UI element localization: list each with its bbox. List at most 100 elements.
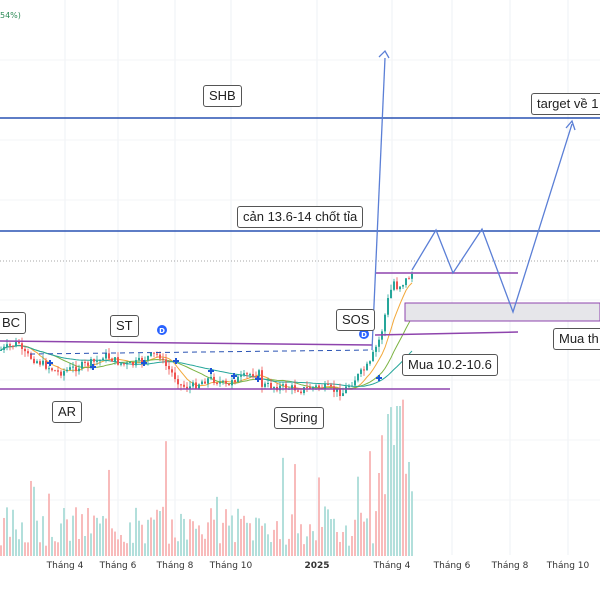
label-st[interactable]: ST — [110, 315, 139, 337]
volume-bar — [72, 515, 74, 556]
volume-bar — [291, 514, 293, 556]
candle-body — [231, 380, 233, 386]
candle-body — [195, 382, 197, 389]
volume-bar — [171, 519, 173, 556]
candle-body — [405, 278, 407, 286]
candle-body — [372, 351, 374, 362]
candle-body — [15, 341, 17, 347]
candle-body — [186, 386, 188, 389]
candle-body — [291, 385, 293, 389]
event-marker — [157, 325, 167, 335]
candle-body — [327, 383, 329, 385]
label-target[interactable]: target về 1 — [531, 93, 600, 115]
volume-bar — [234, 542, 236, 556]
volume-bar — [402, 399, 404, 556]
candle-body — [237, 376, 239, 383]
volume-bar — [285, 544, 287, 556]
volume-bar — [294, 464, 296, 556]
label-buy-range[interactable]: Mua 10.2-10.6 — [402, 354, 498, 376]
candle-body — [375, 346, 377, 352]
grid-lines — [0, 0, 600, 555]
candle-body — [210, 376, 212, 379]
candle-body — [351, 385, 353, 387]
candle-body — [300, 391, 302, 394]
projection-arrowhead — [378, 49, 390, 59]
label-bc[interactable]: BC — [0, 312, 27, 334]
candle-body — [60, 371, 62, 376]
candle-body — [12, 345, 14, 347]
volume-bar — [303, 544, 305, 556]
candle-body — [129, 361, 131, 363]
candle-body — [270, 382, 272, 389]
volume-bar — [348, 545, 350, 556]
volume-bar — [258, 518, 260, 556]
candle-body — [258, 370, 260, 377]
volume-bar — [279, 539, 281, 556]
label-ar[interactable]: AR — [52, 401, 83, 423]
buy-marker — [208, 368, 214, 374]
x-tick-label: Tháng 10 — [546, 561, 590, 571]
volume-bar — [126, 543, 128, 556]
volume-bar — [249, 523, 251, 556]
volume-bar — [345, 525, 347, 556]
candle-body — [6, 344, 8, 347]
candle-body — [213, 376, 215, 383]
volume-bar — [261, 525, 263, 556]
candle-body — [390, 289, 392, 299]
candle-body — [318, 385, 320, 388]
volume-bar — [168, 543, 170, 556]
candle-body — [21, 343, 23, 349]
label-resistance[interactable]: cản 13.6-14 chốt tỉa — [237, 206, 364, 228]
volume-bar — [135, 507, 137, 556]
volume-bar — [183, 518, 185, 556]
volume-bar — [90, 533, 92, 556]
candle-body — [234, 380, 236, 383]
volume-bar — [246, 522, 248, 556]
candle-body — [219, 381, 221, 384]
volume-bar — [264, 523, 266, 556]
volume-bar — [216, 496, 218, 556]
candle-body — [111, 358, 113, 362]
volume-bar — [6, 507, 8, 556]
volume-bar — [81, 514, 83, 556]
candle-body — [282, 384, 284, 386]
candle-body — [87, 362, 89, 366]
buy-marker — [173, 358, 179, 364]
candle-body — [378, 339, 380, 347]
x-tick-label: Tháng 8 — [156, 561, 194, 571]
volume-bar — [78, 538, 80, 556]
label-sos[interactable]: SOS — [336, 309, 376, 331]
candle-body — [294, 385, 296, 391]
candle-body — [240, 375, 242, 377]
candle-body — [120, 363, 122, 365]
candle-body — [363, 369, 365, 371]
volume-bar — [363, 521, 365, 556]
volume-bar — [33, 486, 35, 556]
label-buy-right[interactable]: Mua th — [553, 328, 600, 350]
candle-body — [399, 286, 401, 290]
volume-bar — [162, 506, 164, 556]
candle-body — [108, 353, 110, 359]
candle-body — [168, 365, 170, 370]
candle-body — [63, 371, 65, 376]
volume-bar — [75, 507, 77, 556]
label-shb[interactable]: SHB — [203, 85, 242, 107]
volume-bar — [156, 509, 158, 556]
volume-bar — [150, 517, 152, 556]
volume-bar — [132, 542, 134, 556]
volume-bar — [27, 542, 29, 556]
volume-bar — [330, 519, 332, 556]
candle-body — [315, 385, 317, 387]
volume-bar — [42, 516, 44, 556]
label-spring[interactable]: Spring — [274, 407, 324, 429]
x-tick-label: Tháng 10 — [209, 561, 253, 571]
candle-body — [93, 359, 95, 362]
volume-bar — [9, 536, 11, 556]
volume-bar — [390, 407, 392, 556]
candle-body — [81, 361, 83, 369]
projection-path — [371, 49, 576, 351]
candle-body — [324, 383, 326, 389]
volume-bar — [87, 508, 89, 556]
volume-bar — [381, 435, 383, 556]
